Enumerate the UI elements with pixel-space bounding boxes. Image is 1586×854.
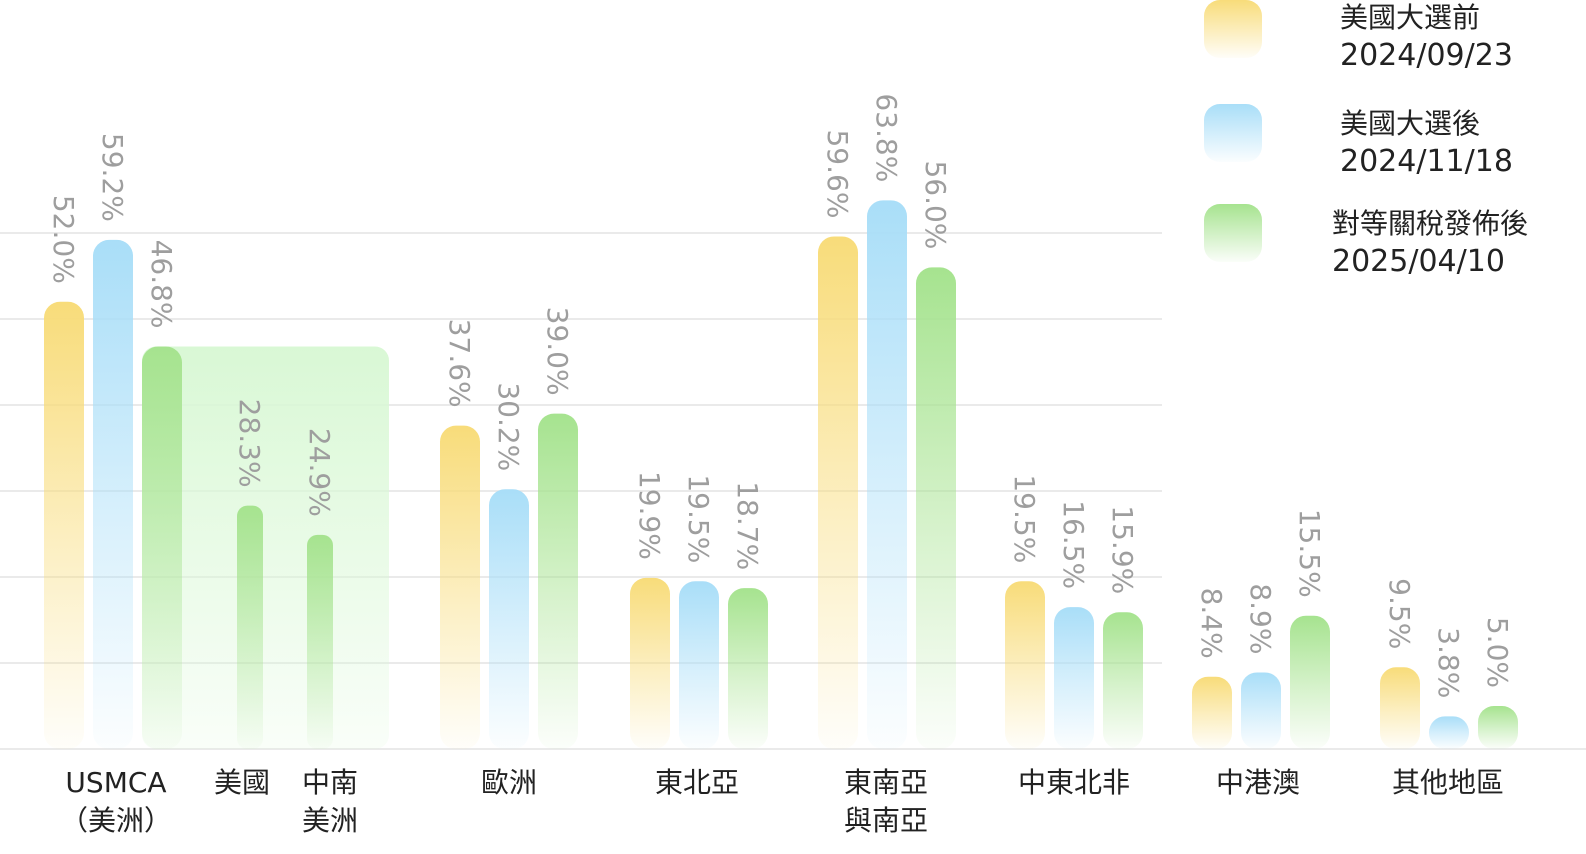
value-label-before: 19.5% <box>1008 474 1041 563</box>
bar-after <box>1241 672 1281 749</box>
legend-date-after: 2024/11/18 <box>1340 144 1513 179</box>
sub-category-label: 中南美洲 <box>302 766 358 837</box>
bars <box>44 200 1518 749</box>
value-label-tariff: 39.0% <box>541 307 574 396</box>
bar-before <box>1380 667 1420 749</box>
legend-swatch-before <box>1204 0 1262 58</box>
legend-item-before: 美國大選前 2024/09/23 <box>1200 0 1580 80</box>
value-label-tariff: 46.8% <box>145 240 178 329</box>
bar-sub-category <box>237 505 263 749</box>
value-label-after: 8.9% <box>1244 583 1277 654</box>
category-labels: USMCA （美洲） 美國 中南美洲 歐洲 東北亞 東南亞與南亞 中東北非 中港澳 其他地區 <box>60 766 1504 837</box>
bar-after <box>93 239 133 749</box>
bar-before <box>818 236 858 749</box>
bar-tariff <box>1478 706 1518 749</box>
value-label-before: 37.6% <box>443 319 476 408</box>
bar-before <box>440 425 480 749</box>
bar-before <box>630 577 670 749</box>
value-label-before: 8.4% <box>1195 588 1228 659</box>
value-label-before: 9.5% <box>1383 578 1416 649</box>
value-label-after: 63.8% <box>870 93 903 182</box>
category-label: 東南亞與南亞 <box>844 766 928 837</box>
legend-label-tariff: 對等關稅發佈後 <box>1332 207 1529 240</box>
value-label-tariff: 18.7% <box>731 481 764 570</box>
value-label-tariff: 15.5% <box>1293 509 1326 598</box>
bar-tariff <box>728 588 768 749</box>
value-labels: 52.0% 59.2% 46.8% 28.3% 24.9% 37.6% 30.2% 39.0%… <box>47 93 1514 698</box>
category-label: 中港澳 <box>1216 766 1300 799</box>
value-label-after: 3.8% <box>1432 627 1465 698</box>
bar-tariff <box>1290 615 1330 749</box>
bar-tariff <box>1103 612 1143 749</box>
value-label-tariff: 56.0% <box>919 160 952 249</box>
value-label-sub: 28.3% <box>233 399 266 488</box>
value-label-after: 59.2% <box>96 133 129 222</box>
legend: 美國大選前 2024/09/23 美國大選後 2024/11/18 對等關稅發佈… <box>1200 0 1580 290</box>
legend-item-tariff: 對等關稅發佈後 2025/04/10 <box>1200 204 1580 284</box>
bar-after <box>679 581 719 749</box>
bar-after <box>1054 607 1094 749</box>
legend-swatch-tariff <box>1204 204 1262 262</box>
bar-after <box>1429 716 1469 749</box>
bar-tariff <box>142 346 182 749</box>
bar-after <box>867 200 907 749</box>
bar-sub-category <box>307 534 333 749</box>
value-label-after: 16.5% <box>1057 500 1090 589</box>
legend-label-after: 美國大選後 <box>1340 107 1481 140</box>
category-label: USMCA （美洲） <box>60 766 172 837</box>
value-label-after: 30.2% <box>492 382 525 471</box>
legend-label-before: 美國大選前 <box>1340 1 1481 34</box>
bar-tariff <box>538 413 578 749</box>
value-label-sub: 24.9% <box>303 428 336 517</box>
category-label: 其他地區 <box>1392 766 1504 799</box>
value-label-after: 19.5% <box>682 474 715 563</box>
value-label-before: 59.6% <box>821 129 854 218</box>
category-label: 東北亞 <box>655 766 739 799</box>
value-label-before: 52.0% <box>47 195 80 284</box>
value-label-tariff: 15.9% <box>1106 505 1139 594</box>
bar-tariff <box>916 267 956 749</box>
category-label: 歐洲 <box>481 766 537 799</box>
legend-item-after: 美國大選後 2024/11/18 <box>1200 104 1580 184</box>
value-label-tariff: 5.0% <box>1481 617 1514 688</box>
bar-before <box>1005 581 1045 749</box>
value-label-before: 19.9% <box>633 471 666 560</box>
bar-after <box>489 489 529 749</box>
legend-date-before: 2024/09/23 <box>1340 38 1513 73</box>
legend-swatch-after <box>1204 104 1262 162</box>
category-label: 中東北非 <box>1018 766 1130 799</box>
legend-date-tariff: 2025/04/10 <box>1332 244 1505 279</box>
bar-before <box>1192 676 1232 749</box>
bar-before <box>44 301 84 749</box>
sub-category-label: 美國 <box>214 766 270 799</box>
